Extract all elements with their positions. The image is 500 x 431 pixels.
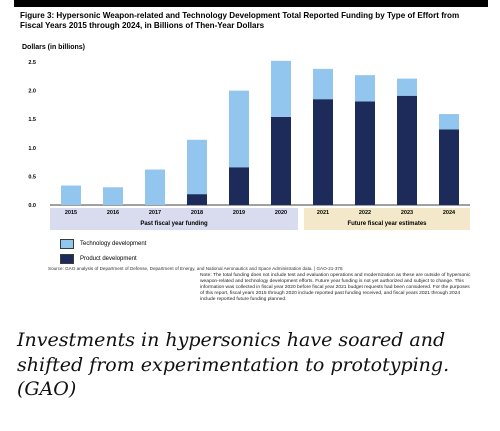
group-band-future <box>304 208 470 230</box>
bar-product-development <box>397 95 417 205</box>
legend-label-product: Product development <box>80 255 137 262</box>
figure-top-rule <box>14 0 488 7</box>
x-tick-label: 2022 <box>359 210 371 216</box>
y-tick-label: 1.0 <box>28 146 36 152</box>
article-caption: Investments in hypersonics have soared a… <box>17 329 450 400</box>
y-tick-label: 0.0 <box>28 203 36 209</box>
legend-swatch-product <box>60 253 74 264</box>
y-tick-label: 2.5 <box>28 60 36 66</box>
bar-chart: 0.0 0.5 1.0 1.5 2.0 2.5 2015 2016 2017 2018 2019 20… <box>28 60 470 230</box>
x-tick-label: 2023 <box>401 210 413 216</box>
x-tick-label: 2019 <box>233 210 245 216</box>
bar-technology-development <box>397 78 417 96</box>
group-label-past: Past fiscal year funding <box>140 221 208 227</box>
bar-technology-development <box>313 68 333 100</box>
figure-source: Source: GAO analysis of Department of De… <box>48 266 343 271</box>
bar-product-development <box>229 167 249 205</box>
figure-note: Note: The total funding does not include… <box>200 273 471 303</box>
bar-product-development <box>187 194 207 205</box>
bar-technology-development <box>187 139 207 195</box>
bar-product-development <box>313 99 333 205</box>
y-tick-label: 0.5 <box>28 174 36 180</box>
group-label-future: Future fiscal year estimates <box>347 221 427 227</box>
bar-product-development <box>271 116 291 205</box>
x-tick-label: 2024 <box>443 210 456 216</box>
group-band-past <box>50 208 298 230</box>
x-tick-label: 2016 <box>107 210 119 216</box>
legend: Technology development Product developme… <box>60 237 146 267</box>
x-tick-label: 2018 <box>191 210 203 216</box>
y-tick-label: 2.0 <box>28 89 36 95</box>
legend-swatch-technology <box>60 238 74 249</box>
y-axis-label: Dollars (in billions) <box>22 44 86 51</box>
legend-label-technology: Technology development <box>80 240 147 247</box>
bar-technology-development <box>355 75 375 102</box>
x-tick-label: 2017 <box>149 210 161 216</box>
figure-title: Figure 3: Hypersonic Weapon-related and … <box>20 11 460 30</box>
x-tick-label: 2020 <box>275 210 287 216</box>
x-tick-label: 2021 <box>317 210 329 216</box>
legend-item-technology: Technology development <box>60 237 146 250</box>
legend-item-product: Product development <box>60 252 146 265</box>
bar-technology-development <box>103 187 123 205</box>
x-tick-label: 2015 <box>65 210 77 216</box>
bar-technology-development <box>229 90 249 168</box>
bar-technology-development <box>61 185 81 205</box>
bar-technology-development <box>271 60 291 117</box>
bar-technology-development <box>439 114 459 130</box>
bar-product-development <box>439 129 459 205</box>
y-tick-label: 1.5 <box>28 117 36 123</box>
bar-technology-development <box>145 169 165 205</box>
bar-product-development <box>355 101 375 205</box>
